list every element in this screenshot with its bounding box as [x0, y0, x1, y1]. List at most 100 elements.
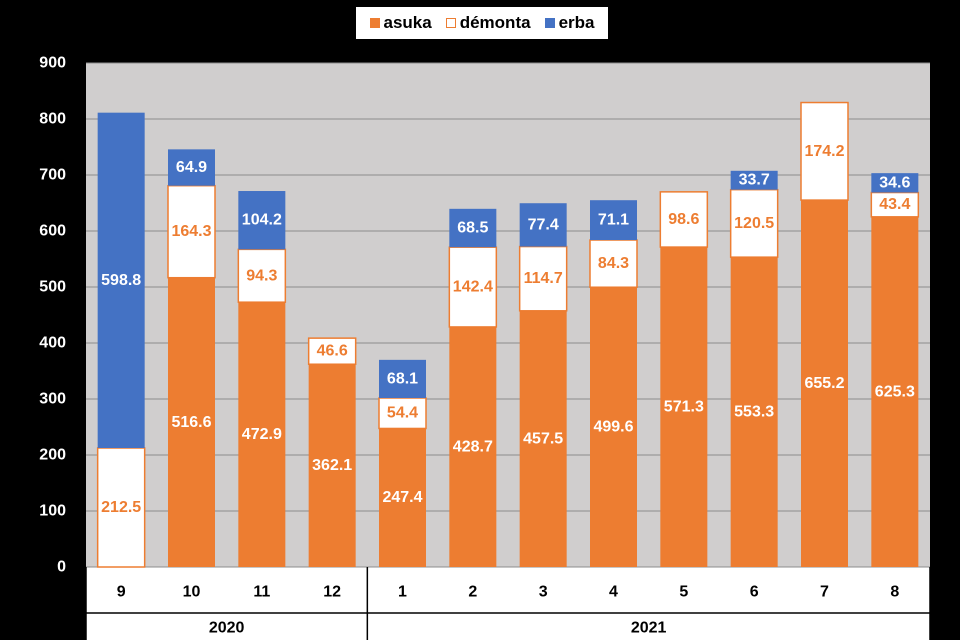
bar-erba	[238, 191, 286, 250]
y-tick-label: 700	[39, 167, 66, 184]
x-tick-label: 11	[253, 584, 270, 601]
data-label: 516.6	[171, 414, 211, 431]
y-tick-label: 400	[39, 335, 66, 352]
legend-swatch-erba	[544, 18, 555, 28]
bar-asuka	[168, 277, 215, 567]
bar-erba	[730, 170, 778, 190]
bar-erba	[871, 173, 919, 193]
data-label: 68.1	[387, 370, 418, 387]
data-label: 71.1	[598, 212, 629, 229]
legend-label-demonta: démonta	[459, 13, 531, 32]
y-tick-label: 500	[39, 279, 66, 296]
legend: asuka démonta erba	[356, 7, 608, 39]
data-label: 120.5	[734, 215, 774, 232]
data-label: 46.6	[317, 343, 348, 360]
data-label: 114.7	[524, 270, 563, 287]
x-tick-label: 7	[820, 584, 829, 601]
x-tick-label: 10	[183, 584, 201, 601]
bar-demonta	[307, 337, 357, 365]
x-tick-label: 1	[398, 584, 407, 601]
data-label: 33.7	[739, 172, 770, 189]
x-tick-label: 5	[679, 584, 688, 601]
bar-asuka	[730, 257, 778, 567]
bar-demonta	[800, 101, 849, 201]
data-label: 142.4	[453, 279, 493, 296]
data-label: 54.4	[387, 405, 418, 422]
bar-asuka	[379, 428, 426, 567]
legend-label-erba: erba	[558, 13, 595, 32]
data-label: 84.3	[598, 255, 629, 272]
data-label: 174.2	[804, 143, 844, 160]
y-tick-label: 0	[57, 559, 66, 576]
y-tick-label: 900	[39, 55, 66, 72]
y-tick-label: 200	[39, 447, 66, 464]
legend-label-asuka: asuka	[383, 13, 432, 32]
legend-swatch-asuka	[369, 18, 380, 28]
data-label: 247.4	[382, 489, 422, 506]
year-label: 2020	[209, 620, 245, 637]
bar-demonta	[729, 188, 779, 258]
bar-erba	[168, 149, 215, 186]
bar-asuka	[590, 287, 637, 567]
bar-asuka	[871, 216, 919, 567]
legend-swatch-demonta	[445, 18, 456, 28]
bar-erba	[97, 112, 145, 448]
data-label: 94.3	[246, 267, 277, 284]
bar-asuka	[660, 247, 708, 567]
bar-erba	[590, 200, 637, 241]
bar-demonta	[870, 191, 920, 218]
data-label: 499.6	[593, 419, 633, 436]
bar-demonta	[167, 184, 216, 279]
bar-demonta	[518, 245, 568, 312]
bar-demonta	[448, 246, 498, 328]
data-label: 77.4	[528, 216, 559, 233]
bar-demonta	[237, 248, 287, 303]
legend-item-asuka: asuka	[369, 13, 432, 33]
data-label: 98.6	[668, 211, 699, 228]
x-axis-band	[86, 567, 930, 640]
data-label: 212.5	[101, 499, 141, 516]
data-label: 625.3	[875, 383, 915, 400]
bar-erba	[449, 208, 497, 248]
bar-erba	[379, 359, 426, 398]
x-tick-label: 3	[539, 584, 548, 601]
year-label: 2021	[631, 620, 667, 637]
y-tick-label: 600	[39, 223, 66, 240]
data-label: 571.3	[664, 399, 704, 416]
data-label: 34.6	[879, 174, 910, 191]
bar-demonta	[589, 239, 638, 288]
bar-asuka	[238, 302, 286, 567]
bar-demonta	[659, 191, 709, 248]
x-tick-label: 2	[468, 584, 477, 601]
bar-asuka	[308, 364, 356, 567]
data-label: 64.9	[176, 159, 207, 176]
data-label: 362.1	[312, 457, 352, 474]
y-tick-label: 300	[39, 391, 66, 408]
bar-asuka	[449, 326, 497, 567]
data-label: 43.4	[879, 196, 910, 213]
y-tick-label: 800	[39, 111, 66, 128]
data-label: 598.8	[101, 272, 141, 289]
data-label: 457.5	[523, 430, 563, 447]
bar-erba	[519, 203, 567, 247]
legend-item-demonta: démonta	[445, 13, 531, 33]
data-label: 472.9	[242, 426, 282, 443]
x-tick-label: 9	[117, 584, 126, 601]
data-label: 655.2	[804, 375, 844, 392]
x-tick-label: 8	[890, 584, 899, 601]
plot-area	[86, 63, 930, 567]
x-tick-label: 6	[750, 584, 759, 601]
y-tick-label: 100	[39, 503, 66, 520]
data-label: 428.7	[453, 438, 493, 455]
bar-asuka	[801, 200, 848, 567]
data-label: 553.3	[734, 404, 774, 421]
x-tick-label: 12	[323, 584, 341, 601]
data-label: 68.5	[457, 220, 488, 237]
bar-asuka	[519, 310, 567, 567]
data-label: 104.2	[242, 212, 282, 229]
legend-item-erba: erba	[544, 13, 595, 33]
bar-demonta	[378, 397, 427, 430]
data-label: 164.3	[171, 223, 211, 240]
